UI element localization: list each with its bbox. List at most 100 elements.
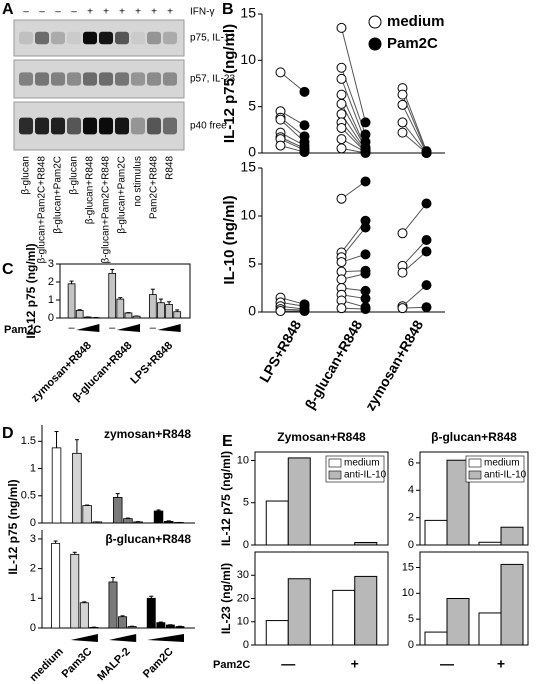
blot-band [51,31,65,45]
pair-line [402,122,427,154]
plot-frame [254,451,389,546]
blot-band [83,31,97,45]
blot-band [19,72,33,86]
legend-label: anti-IL-10 [344,470,387,481]
legend-swatch [468,458,482,468]
treatment-sign: + [151,7,157,18]
data-point [336,22,347,33]
treatment-sign: + [103,7,109,18]
bar [146,597,156,629]
bar [118,616,128,629]
y-tick-label: 15 [240,159,256,175]
band-label: p57, IL-23 [190,74,235,85]
bar [124,312,133,319]
data-point [421,198,432,209]
dose-baseline: – [69,322,76,334]
panel-letter: E [222,433,233,450]
bar [265,500,289,546]
data-point [275,67,286,78]
data-point [397,89,408,100]
data-point [275,114,286,125]
y-axis-label: IL-12 p75 (ng/ml) [24,243,38,338]
x-tick-label: — [281,656,295,672]
lane-label: R848 [165,156,176,180]
treatment-sign: – [55,7,61,18]
data-point [336,98,347,109]
blot-band [99,117,113,135]
panel-letter: D [2,425,14,442]
x-tick-label: + [497,656,505,672]
bar [123,518,133,524]
y-tick-label: 0.5 [21,490,36,502]
legend-swatch [368,37,382,51]
data-point [299,86,310,97]
y-tick-label: 1 [30,462,36,474]
data-point [336,122,347,133]
blot-band [83,72,97,86]
y-axis-label: IL-12 p75 (ng/ml) [6,479,20,574]
y-tick-label: 3 [30,533,36,545]
data-point [299,147,310,158]
y-tick-label: 5 [243,497,249,509]
dose-wedge [76,324,100,332]
y-tick-label: 0 [248,144,256,160]
y-tick-label: 0 [30,622,36,634]
data-point [336,62,347,73]
legend-swatch [368,15,382,29]
legend-label: medium [387,13,445,30]
bar [153,510,164,524]
lane-label: β-glucan+Pam2C+R848 [101,156,112,264]
y-tick-label: 1.5 [21,435,36,447]
bar [51,542,61,629]
bar [500,526,524,546]
chart-title: Zymosan+R848 [277,430,366,444]
blot-band [51,117,65,135]
data-point [360,304,371,315]
y-tick-label: 0 [408,639,414,651]
blot-band [35,72,49,86]
blot-band [83,117,97,135]
y-tick-label: 10 [240,51,256,67]
data-point [360,148,371,158]
dose-wedge [70,634,98,642]
data-point [336,109,347,120]
y-axis-label: IL-12 p75 (ng/ml) [221,24,238,143]
y-axis-label: IL-12 p75 (ng/ml) [219,451,233,546]
data-point [336,89,347,100]
treatment-sign: + [87,7,93,18]
blot-band [35,31,49,45]
y-tick-label: 0 [48,312,54,324]
blot-band [131,31,145,45]
treatment-sign: – [23,7,29,18]
pair-line [280,71,305,93]
lane-label: no stimulus [133,156,144,207]
bar [79,602,89,629]
data-point [360,293,371,304]
blot-band [147,117,161,135]
y-tick-label: 0 [243,539,249,551]
lane-label: β-glucan+Pam2C [117,156,128,234]
bar [478,541,502,546]
dose-wedge [147,634,185,642]
y-tick-label: 30 [237,569,249,581]
y-tick-label: 5 [408,613,414,625]
treatment-sign: + [119,7,125,18]
legend-swatch [328,470,342,480]
pair-line [341,27,366,123]
treatment-label: IFN-γ [190,7,214,18]
lane-label: β-glucan [21,156,32,195]
bar [70,553,80,629]
band-label: p40 free [190,121,227,132]
data-point [336,143,347,154]
bar [478,612,502,646]
legend-label: anti-IL-10 [484,470,527,481]
data-point [336,257,347,268]
blot-band [115,31,129,45]
y-tick-label: 2 [30,563,36,575]
bar [116,298,125,319]
bar [127,626,137,629]
bar [173,311,182,319]
bar [157,302,165,319]
data-point [421,148,432,158]
